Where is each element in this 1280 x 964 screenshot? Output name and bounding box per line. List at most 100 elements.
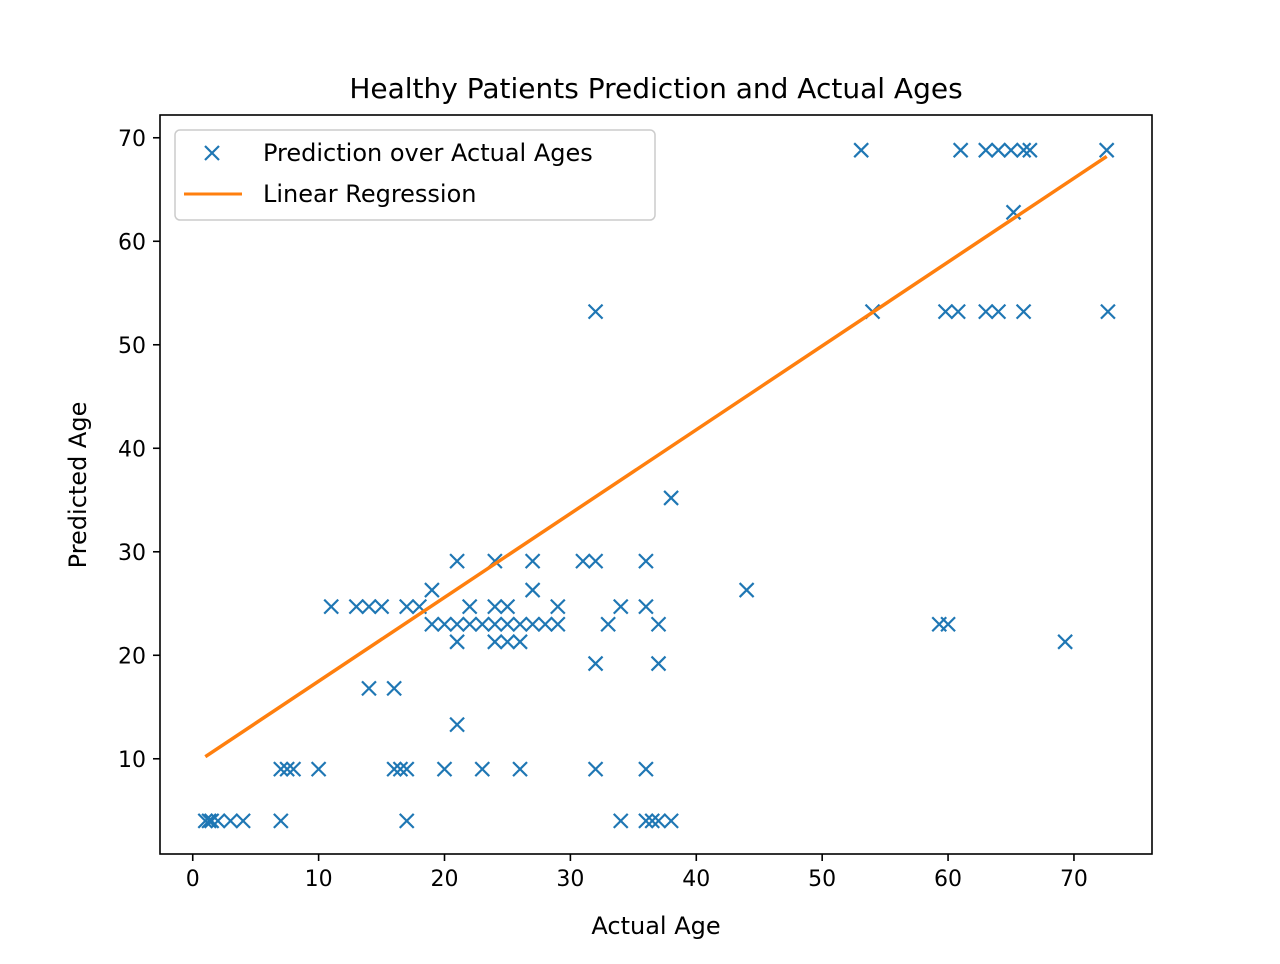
data-point <box>524 553 541 569</box>
legend-marker-x <box>204 145 220 161</box>
regression-line <box>204 154 1108 759</box>
y-tick-label: 40 <box>118 437 146 462</box>
data-point <box>323 598 339 615</box>
data-point <box>474 761 491 777</box>
data-point <box>1003 142 1019 158</box>
data-point <box>512 761 528 777</box>
y-tick-label: 60 <box>118 230 146 255</box>
axis-ticks: 0 10 20 30 40 50 60 70 10 20 30 40 50 60 70 <box>118 127 1088 892</box>
data-point <box>537 616 553 633</box>
data-point <box>738 582 755 598</box>
chart-title: Healthy Patients Prediction and Actual A… <box>349 72 962 105</box>
data-point <box>424 616 440 633</box>
data-point <box>273 813 289 829</box>
data-point <box>386 680 402 697</box>
data-point <box>273 761 289 777</box>
y-tick-label: 30 <box>118 541 146 566</box>
data-point <box>853 142 869 158</box>
data-point <box>587 553 604 569</box>
data-point <box>950 303 966 320</box>
data-point <box>978 142 994 158</box>
x-tick-label: 60 <box>934 867 962 892</box>
data-point <box>978 303 994 320</box>
data-point <box>650 813 667 829</box>
data-point <box>612 813 629 829</box>
legend: Prediction over Actual Ages Linear Regre… <box>174 129 656 221</box>
x-tick-label: 10 <box>305 867 333 892</box>
data-point <box>487 616 503 633</box>
axes-frame <box>159 114 1153 855</box>
data-point <box>487 598 503 615</box>
data-point <box>398 761 415 777</box>
y-tick-label: 70 <box>118 127 146 152</box>
data-point <box>310 761 327 777</box>
data-point <box>436 616 453 633</box>
data-point <box>638 761 654 777</box>
data-point <box>222 813 239 829</box>
data-point <box>550 616 566 633</box>
data-point <box>663 490 679 506</box>
data-point <box>524 616 541 633</box>
data-point <box>1100 303 1116 320</box>
data-point <box>235 813 251 829</box>
data-point <box>279 761 295 777</box>
y-axis-label: Predicted Age <box>64 402 92 569</box>
data-point <box>487 634 503 650</box>
data-point <box>474 616 491 633</box>
data-point <box>461 598 478 615</box>
data-point <box>512 616 528 633</box>
x-axis-label: Actual Age <box>591 912 720 940</box>
data-point <box>424 582 440 598</box>
data-point <box>386 761 402 777</box>
data-point <box>587 761 604 777</box>
data-point <box>499 598 516 615</box>
data-point <box>436 761 453 777</box>
y-tick-label: 10 <box>118 748 146 773</box>
data-point <box>663 813 679 829</box>
data-point <box>398 813 415 829</box>
data-point <box>210 813 226 829</box>
data-point <box>499 634 516 650</box>
data-point <box>638 553 654 569</box>
data-point <box>1015 142 1032 158</box>
data-point <box>449 616 465 633</box>
x-tick-label: 50 <box>808 867 836 892</box>
data-point <box>1015 303 1032 320</box>
data-point <box>449 716 465 733</box>
data-point <box>550 598 566 615</box>
x-tick-label: 0 <box>186 867 200 892</box>
data-point <box>940 616 956 633</box>
data-point <box>203 813 220 829</box>
data-point <box>600 616 616 633</box>
data-point <box>650 655 667 672</box>
data-point <box>461 616 478 633</box>
x-tick-label: 30 <box>556 867 584 892</box>
data-point <box>990 303 1007 320</box>
data-point <box>937 303 954 320</box>
data-point <box>638 813 654 829</box>
data-point <box>524 582 541 598</box>
data-point <box>449 553 465 569</box>
x-tick-label: 40 <box>682 867 710 892</box>
plot-area <box>197 142 1116 829</box>
data-point <box>348 598 365 615</box>
data-point <box>1057 634 1073 650</box>
data-point <box>638 598 654 615</box>
x-tick-label: 20 <box>431 867 459 892</box>
legend-box <box>174 129 656 221</box>
data-point <box>952 142 969 158</box>
data-point <box>650 616 667 633</box>
data-point <box>512 634 528 650</box>
data-point <box>644 813 661 829</box>
data-point <box>1098 142 1115 158</box>
y-tick-label: 50 <box>118 334 146 359</box>
data-point <box>587 655 604 672</box>
x-tick-label: 70 <box>1060 867 1088 892</box>
data-point <box>361 598 377 615</box>
y-tick-label: 20 <box>118 644 146 669</box>
data-point <box>373 598 390 615</box>
data-point <box>990 142 1007 158</box>
data-point <box>587 303 604 320</box>
